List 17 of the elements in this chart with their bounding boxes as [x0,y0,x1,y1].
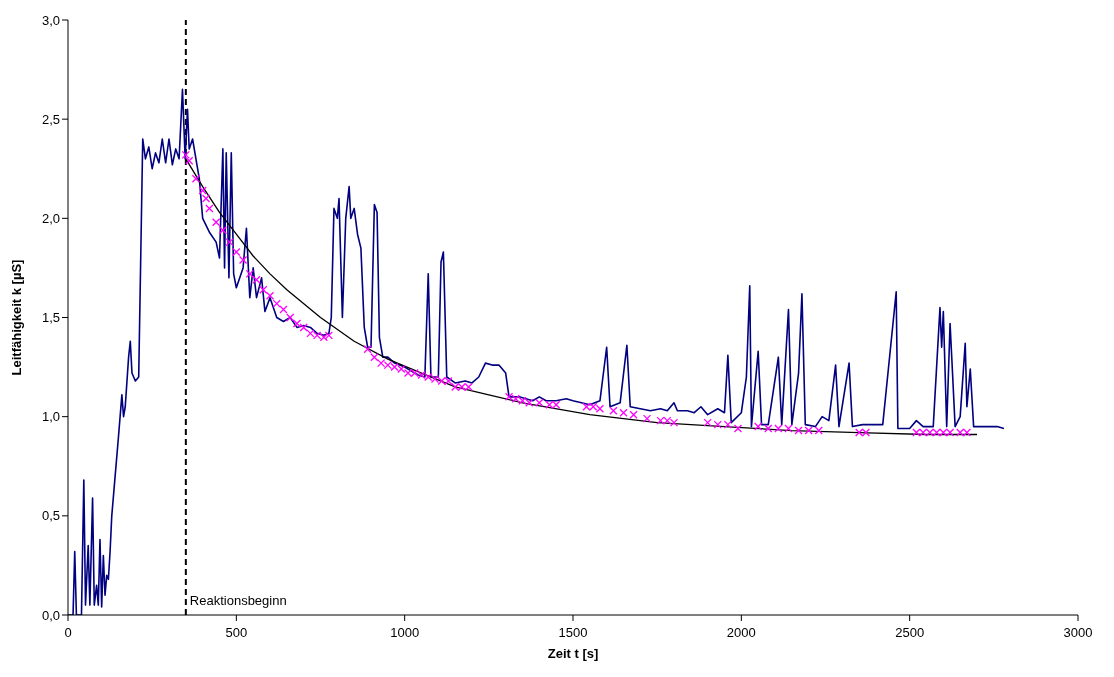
x-axis-title: Zeit t [s] [547,646,599,661]
y-tick-label: 0,0 [41,607,60,623]
y-tick-label: 2,0 [41,210,60,226]
y-tick-label: 0,5 [41,508,60,524]
y-tick-label: 2,5 [41,111,60,127]
y-tick-label: 3,0 [41,12,60,28]
x-tick-label: 2500 [895,625,925,640]
x-tick-label: 500 [225,625,248,640]
x-tick-label: 1500 [558,625,588,640]
y-tick-label: 1,5 [41,310,60,326]
x-tick-label: 3000 [1063,625,1093,640]
x-tick-label: 2000 [726,625,756,640]
x-tick-label: 0 [64,625,72,640]
ref-line-label: Reaktionsbeginn [189,593,287,608]
y-axis-title: Leitfähigkeit k [µS] [8,259,24,376]
x-tick-label: 1000 [390,625,420,640]
y-tick-label: 1,0 [41,409,60,425]
